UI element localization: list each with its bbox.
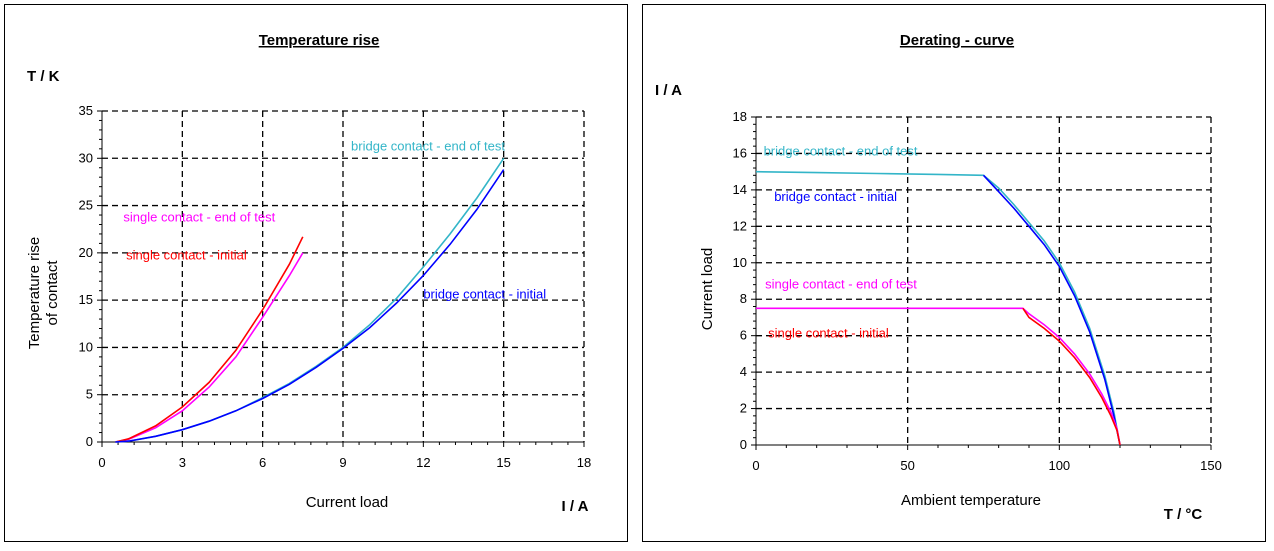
series-annotation: single contact - initial — [768, 325, 889, 340]
y-tick-label: 5 — [86, 387, 93, 402]
y-tick-label: 4 — [740, 364, 747, 379]
series-annotation: bridge contact - end of test — [351, 139, 505, 154]
series-annotation: single contact - end of test — [123, 210, 275, 225]
y-axis-label-line: Temperature rise — [26, 237, 43, 350]
y-tick-label: 16 — [733, 145, 747, 160]
x-tick-label: 0 — [752, 458, 759, 473]
series-line-single-contact-initial — [115, 236, 304, 443]
y-tick-label: 10 — [733, 255, 747, 270]
x-tick-label: 15 — [496, 455, 510, 470]
gridlines — [756, 116, 1212, 445]
y-axis-label-line: of contact — [44, 260, 61, 326]
series-annotation: bridge contact - end of test — [764, 143, 918, 158]
x-tick-label: 50 — [900, 458, 914, 473]
y-tick-label: 12 — [733, 218, 747, 233]
chart-title: Temperature rise — [259, 32, 380, 49]
y-tick-label: 25 — [79, 198, 93, 213]
chart-panel-temperature-rise: 0 5 10 15 20 25 30 35 0 3 6 9 12 15 18 bridge contact -… — [4, 4, 628, 542]
series-line-bridge-contact-initial — [982, 174, 1121, 446]
series-line-bridge-contact-initial — [115, 169, 505, 443]
y-tick-label: 35 — [79, 103, 93, 118]
x-tick-label: 3 — [179, 455, 186, 470]
y-tick-label: 8 — [740, 291, 747, 306]
y-tick-label: 14 — [733, 182, 747, 197]
y-tick-label: 15 — [79, 292, 93, 307]
y-axis-label-line: Current load — [699, 248, 716, 331]
series-line-bridge-contact-end-of-test — [755, 170, 1121, 446]
y-axis-label: Temperature riseof contact — [26, 237, 61, 350]
x-tick-label: 6 — [259, 455, 266, 470]
y-axis-unit: I / A — [655, 82, 682, 99]
series-annotation: bridge contact - initial — [423, 286, 546, 301]
x-tick-label: 100 — [1048, 458, 1070, 473]
y-tick-label: 0 — [740, 437, 747, 452]
chart-panel-derating-curve: 0 2 4 6 8 10 12 14 16 18 0 50 100 150 bridge contact -… — [642, 4, 1266, 542]
x-axis-unit: I / A — [562, 498, 589, 515]
x-tick-label: 18 — [577, 455, 591, 470]
x-tick-label: 9 — [339, 455, 346, 470]
y-tick-label: 0 — [86, 434, 93, 449]
y-tick-label: 20 — [79, 245, 93, 260]
temperature-rise-chart: 0 5 10 15 20 25 30 35 0 3 6 9 12 15 18 bridge contact -… — [26, 32, 591, 515]
y-tick-label: 10 — [79, 339, 93, 354]
y-tick-label: 30 — [79, 150, 93, 165]
x-axis-unit: T / °C — [1164, 506, 1203, 523]
series-annotation: single contact - initial — [126, 247, 247, 262]
derating-curve-chart: 0 2 4 6 8 10 12 14 16 18 0 50 100 150 bridge contact -… — [655, 32, 1222, 523]
x-axis-label: Ambient temperature — [901, 492, 1041, 509]
series-line-single-contact-end-of-test — [115, 252, 304, 443]
y-axis-unit: T / K — [27, 68, 60, 85]
y-tick-label: 6 — [740, 328, 747, 343]
series-annotation: single contact - end of test — [765, 276, 917, 291]
y-tick-label: 18 — [733, 109, 747, 124]
x-tick-label: 0 — [98, 455, 105, 470]
y-axis-label: Current load — [699, 248, 716, 331]
series-line-single-contact-end-of-test — [756, 307, 1121, 446]
x-tick-label: 12 — [416, 455, 430, 470]
series-line-single-contact-initial — [1022, 307, 1121, 446]
gridlines — [102, 110, 585, 442]
x-axis-label: Current load — [306, 494, 389, 511]
y-tick-label: 2 — [740, 401, 747, 416]
chart-title: Derating - curve — [900, 32, 1014, 49]
x-tick-label: 150 — [1200, 458, 1222, 473]
series-annotation: bridge contact - initial — [774, 189, 897, 204]
